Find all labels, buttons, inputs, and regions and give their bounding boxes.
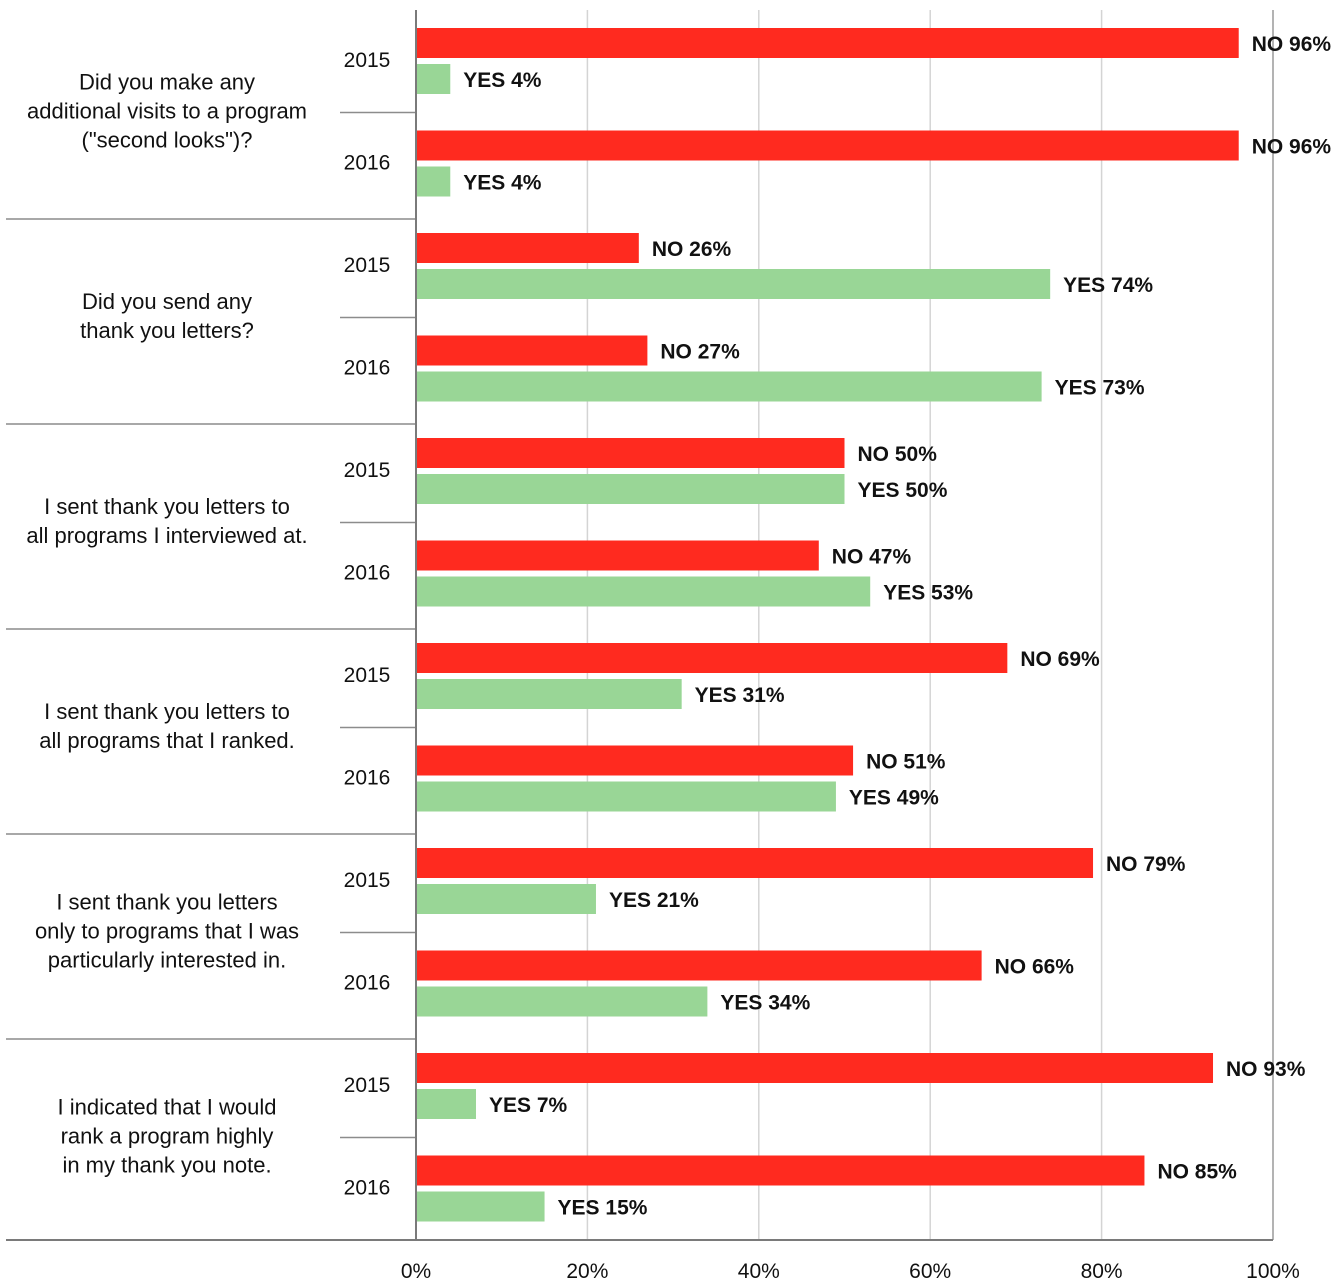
category-label: I sent thank you letters to all programs …: [39, 699, 295, 753]
year-label: 2016: [344, 357, 391, 380]
year-label: 2016: [344, 152, 391, 175]
year-label: 2016: [344, 1177, 391, 1200]
data-label-no: NO 27%: [660, 341, 740, 364]
data-label-yes: YES 50%: [858, 479, 948, 502]
year-label: 2015: [344, 869, 391, 892]
x-tick-label: 60%: [909, 1260, 951, 1282]
bar-yes: [417, 781, 836, 812]
bar-no: [417, 1053, 1214, 1083]
year-label: 2015: [344, 1074, 391, 1097]
bar-no: [417, 28, 1239, 58]
data-label-no: NO 69%: [1020, 648, 1100, 671]
bar-yes: [417, 474, 845, 504]
data-label-yes: YES 15%: [558, 1197, 648, 1220]
year-label: 2016: [344, 972, 391, 995]
data-label-no: NO 85%: [1157, 1161, 1237, 1184]
bar-yes: [417, 1191, 545, 1222]
bar-yes: [417, 1089, 476, 1119]
data-label-yes: YES 21%: [609, 889, 699, 912]
bar-no: [417, 950, 982, 981]
bar-yes: [417, 576, 871, 607]
bar-yes: [417, 269, 1051, 299]
bar-no: [417, 540, 819, 571]
bar-yes: [417, 679, 682, 709]
x-tick-label: 80%: [1081, 1260, 1123, 1282]
bar-no: [417, 848, 1094, 878]
bar-no: [417, 233, 639, 263]
bar-yes: [417, 64, 451, 94]
bar-no: [417, 438, 845, 468]
data-label-no: NO 47%: [832, 546, 912, 569]
data-label-no: NO 96%: [1252, 33, 1332, 56]
year-label: 2015: [344, 664, 391, 687]
year-label: 2015: [344, 49, 391, 72]
data-label-no: NO 79%: [1106, 853, 1186, 876]
year-label: 2015: [344, 254, 391, 277]
category-label: I indicated that I would rank a program h…: [58, 1095, 277, 1178]
year-label: 2016: [344, 767, 391, 790]
data-label-no: NO 96%: [1252, 136, 1332, 159]
bar-no: [417, 643, 1008, 673]
data-label-yes: YES 74%: [1063, 274, 1153, 297]
bar-no: [417, 1155, 1145, 1186]
data-label-no: NO 66%: [995, 956, 1075, 979]
data-label-yes: YES 73%: [1055, 377, 1145, 400]
data-label-yes: YES 49%: [849, 787, 939, 810]
data-label-yes: YES 4%: [463, 69, 542, 92]
x-tick-label: 40%: [738, 1260, 780, 1282]
category-label: Did you make any additional visits to a p…: [27, 70, 307, 153]
bar-yes: [417, 884, 596, 914]
category-label: I sent thank you letters to all programs …: [26, 494, 307, 548]
year-label: 2016: [344, 562, 391, 585]
data-label-no: NO 50%: [858, 443, 938, 466]
x-tick-label: 100%: [1246, 1260, 1300, 1282]
bar-yes: [417, 166, 451, 197]
x-tick-label: 20%: [566, 1260, 608, 1282]
bar-yes: [417, 371, 1042, 402]
year-label: 2015: [344, 459, 391, 482]
bar-no: [417, 335, 648, 366]
bar-yes: [417, 986, 708, 1017]
data-label-yes: YES 7%: [489, 1094, 568, 1117]
data-label-yes: YES 34%: [720, 992, 810, 1015]
bar-no: [417, 130, 1239, 161]
category-label: I sent thank you letters only to programs…: [35, 890, 299, 973]
data-label-yes: YES 31%: [695, 684, 785, 707]
data-label-no: NO 26%: [652, 238, 732, 261]
data-label-yes: YES 53%: [883, 582, 973, 605]
category-label: Did you send any thank you letters?: [80, 289, 254, 343]
x-tick-label: 0%: [401, 1260, 431, 1282]
bar-no: [417, 745, 854, 776]
data-label-yes: YES 4%: [463, 172, 542, 195]
data-label-no: NO 51%: [866, 751, 946, 774]
data-label-no: NO 93%: [1226, 1058, 1306, 1081]
